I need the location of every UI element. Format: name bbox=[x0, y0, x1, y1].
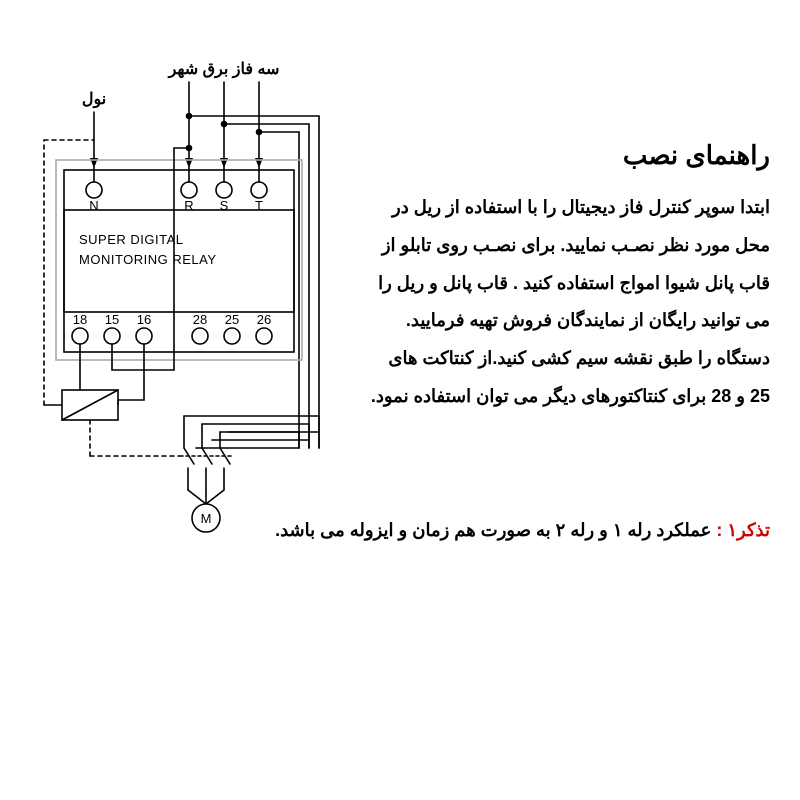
body-line: قاب پانل شیوا امواج استفاده کنید . قاب پ… bbox=[378, 273, 770, 293]
term-25: 25 bbox=[225, 312, 239, 327]
neutral-label: نول bbox=[82, 91, 106, 109]
term-28: 28 bbox=[193, 312, 207, 327]
body-line: دستگاه را طبق نقشه سیم کشی کنید.از کنتاک… bbox=[388, 348, 770, 368]
term-T: T bbox=[255, 198, 263, 213]
term-N: N bbox=[89, 198, 98, 213]
body-line: 25 و 28 برای کنتاکتورهای دیگر می توان اس… bbox=[371, 386, 770, 406]
term-S: S bbox=[220, 198, 229, 213]
device-label-2: MONITORING RELAY bbox=[79, 252, 217, 267]
device-label-1: SUPER DIGITAL bbox=[79, 232, 184, 247]
body-line: ابتدا سوپر کنترل فاز دیجیتال را با استفا… bbox=[392, 197, 770, 217]
three-phase-label: سه فاز برق شهر bbox=[168, 61, 280, 79]
body-line: محل مورد نظر نصـب نمایید. برای نصـب روی … bbox=[382, 235, 770, 255]
motor-label: M bbox=[201, 511, 212, 526]
wiring-diagram: سه فاز برق شهر نول bbox=[24, 60, 344, 565]
term-18: 18 bbox=[73, 312, 87, 327]
body-line: می توانید رایگان از نمایندگان فروش تهیه … bbox=[406, 310, 770, 330]
note-label: تذکر١ : bbox=[716, 520, 770, 540]
instructions-block: راهنمای نصب ابتدا سوپر کنترل فاز دیجیتال… bbox=[340, 140, 770, 416]
instructions-body: ابتدا سوپر کنترل فاز دیجیتال را با استفا… bbox=[340, 189, 770, 416]
term-15: 15 bbox=[105, 312, 119, 327]
term-R: R bbox=[184, 198, 193, 213]
term-16: 16 bbox=[137, 312, 151, 327]
note-text: عملکرد رله ١ و رله ٢ به صورت هم زمان و ا… bbox=[275, 520, 711, 540]
page-title: راهنمای نصب bbox=[340, 140, 770, 171]
note-row: تذکر١ : عملکرد رله ١ و رله ٢ به صورت هم … bbox=[275, 520, 770, 541]
term-26: 26 bbox=[257, 312, 271, 327]
